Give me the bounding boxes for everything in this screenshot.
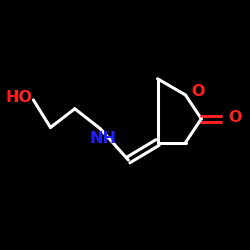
Text: NH: NH: [89, 131, 116, 146]
Text: HO: HO: [5, 90, 32, 105]
Text: O: O: [192, 84, 205, 99]
Text: O: O: [228, 110, 241, 125]
